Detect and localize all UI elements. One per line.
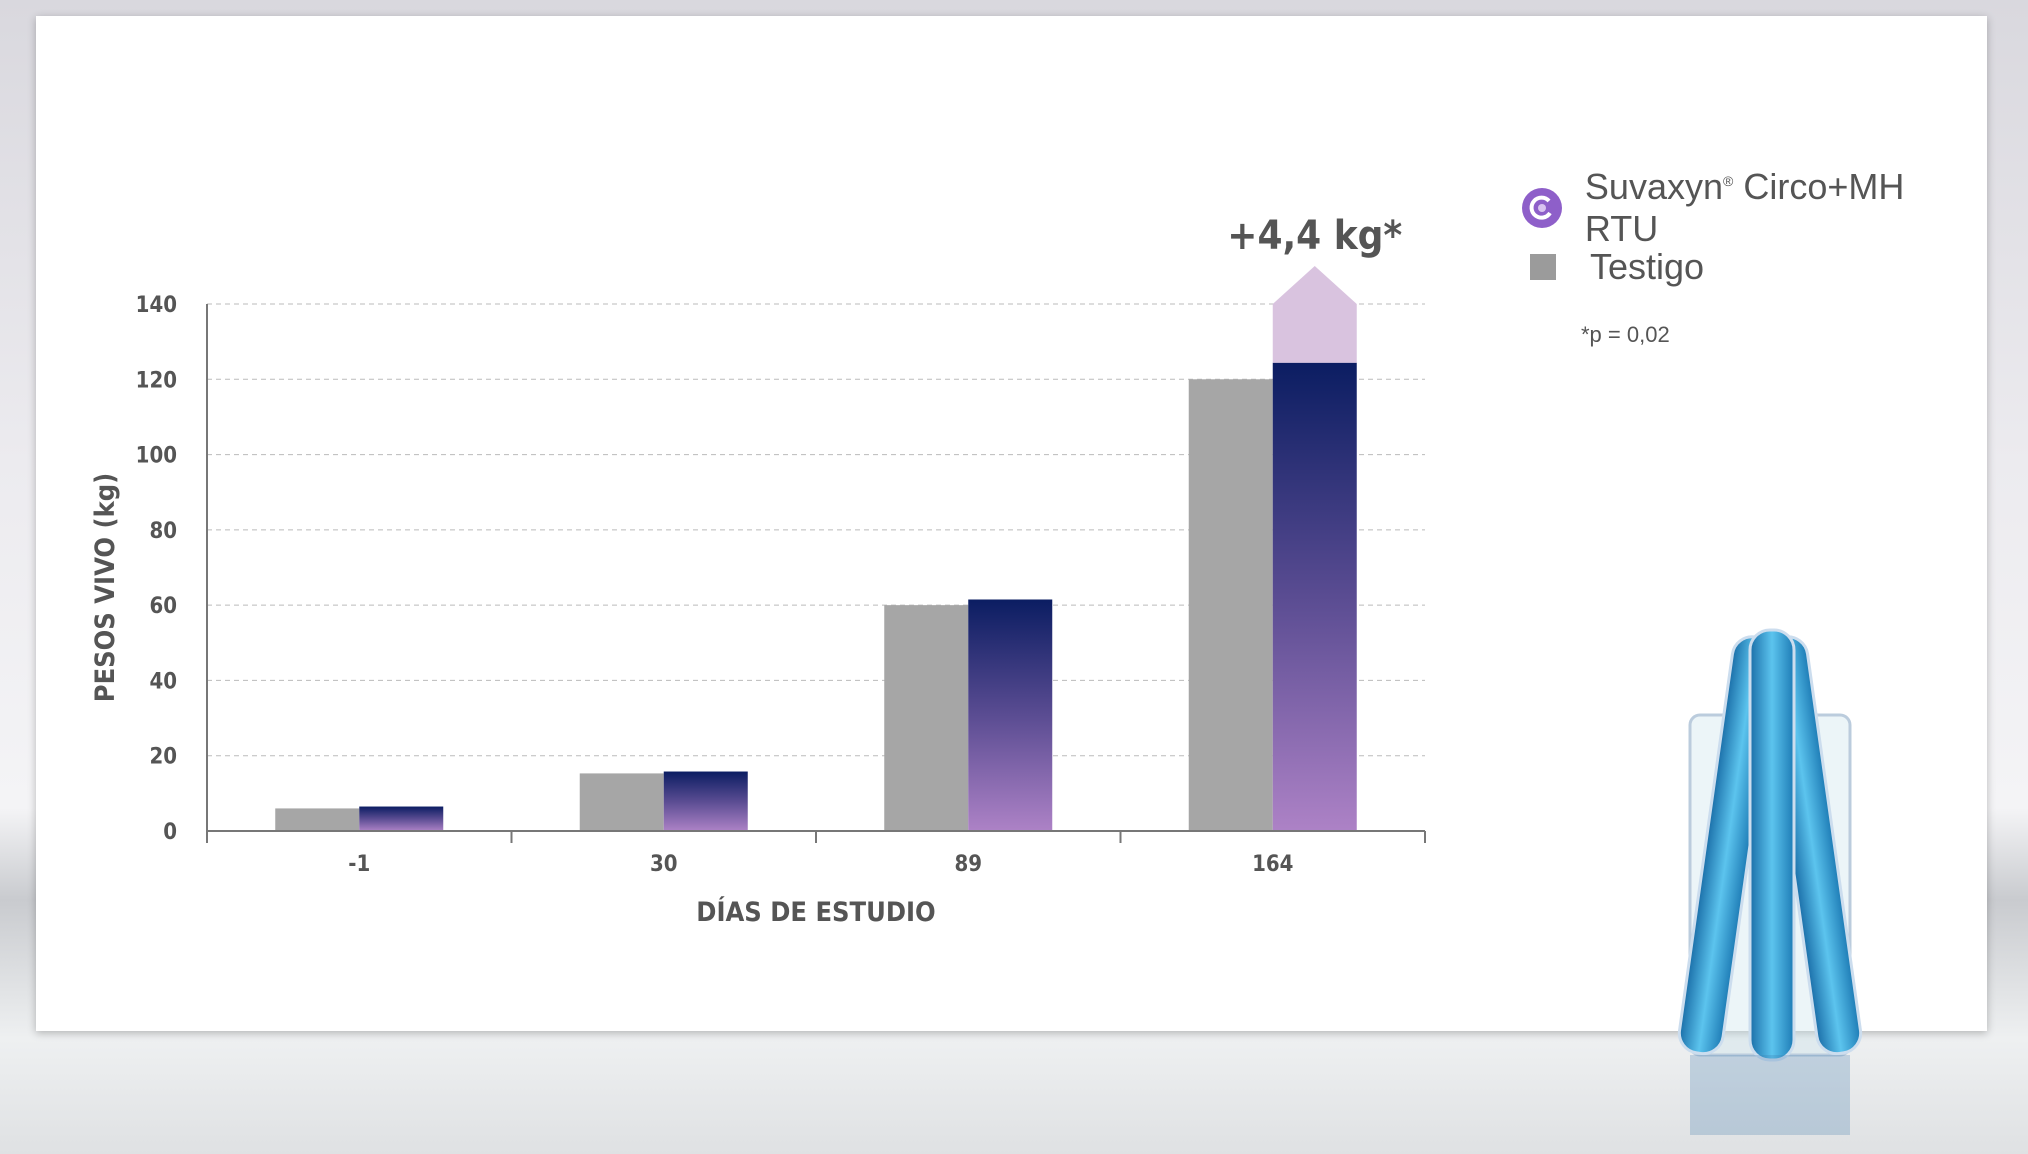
bar-testigo <box>884 605 969 831</box>
x-tick-label: -1 <box>348 852 370 877</box>
gain-arrow <box>1272 266 1357 363</box>
bar-suvaxyn <box>663 771 748 831</box>
x-tick-label: 164 <box>1252 852 1293 877</box>
chart-card: 0 20 40 60 80 100 120 140 -1 30 89 164 +4,4 kg* DÍAS … <box>36 16 1987 1031</box>
y-tick-label: 100 <box>136 444 177 469</box>
bar-suvaxyn <box>968 599 1053 831</box>
y-tick-label: 80 <box>149 519 177 544</box>
y-tick-label: 120 <box>136 368 177 393</box>
bar-testigo <box>579 773 664 831</box>
x-tick-label: 30 <box>650 852 678 877</box>
legend-item-testigo: Testigo <box>1530 246 1704 288</box>
legend-item-suvaxyn: Suvaxyn® Circo+MH RTU <box>1521 166 1987 250</box>
y-axis-title: PESOS VIVO (kg) <box>90 473 121 702</box>
y-tick-label: 40 <box>149 669 177 694</box>
y-tick-label: 0 <box>163 820 177 845</box>
gain-annotation: +4,4 kg* <box>1227 213 1402 259</box>
test-tubes-image <box>1677 628 1863 1135</box>
y-tick-label: 60 <box>149 594 177 619</box>
bar-suvaxyn <box>359 806 444 831</box>
bar-testigo <box>275 808 360 831</box>
legend-label: Testigo <box>1590 246 1705 287</box>
bar-chart: 0 20 40 60 80 100 120 140 -1 30 89 164 +4,4 kg* DÍAS … <box>90 213 1426 928</box>
y-tick-label: 140 <box>136 293 177 318</box>
bar-testigo <box>1188 379 1273 831</box>
x-tick-label: 89 <box>954 852 982 877</box>
legend-label: Suvaxyn® Circo+MH RTU <box>1584 166 1905 249</box>
y-tick-label: 20 <box>149 745 177 770</box>
footnote: *p = 0,02 <box>1581 322 1670 347</box>
bar-suvaxyn <box>1272 362 1357 831</box>
legend-swatch <box>1530 254 1556 280</box>
x-axis-title: DÍAS DE ESTUDIO <box>696 896 935 928</box>
suvaxyn-logo-icon <box>1522 188 1562 228</box>
